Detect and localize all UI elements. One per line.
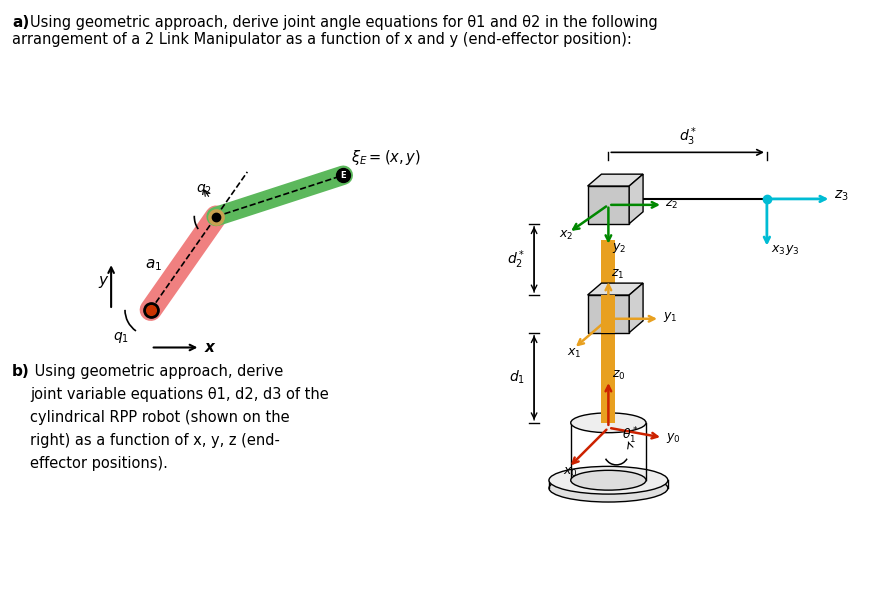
Text: arrangement of a 2 Link Manipulator as a function of x and y (end-effector posit: arrangement of a 2 Link Manipulator as a… (12, 32, 631, 48)
Text: $a_1$: $a_1$ (144, 257, 162, 273)
Text: $d_1$: $d_1$ (508, 369, 524, 386)
Text: Using geometric approach, derive
joint variable equations θ1, d2, d3 of the
cyli: Using geometric approach, derive joint v… (30, 365, 328, 471)
Ellipse shape (549, 474, 667, 502)
Text: $d_3^*$: $d_3^*$ (678, 126, 696, 148)
Text: $z_3$: $z_3$ (833, 189, 848, 203)
Bar (601, 295, 615, 333)
Text: $x_0$: $x_0$ (562, 466, 577, 479)
Text: $\xi_E = (x,y)$: $\xi_E = (x,y)$ (351, 148, 421, 167)
Ellipse shape (570, 471, 645, 490)
Text: $z_1$: $z_1$ (611, 268, 624, 282)
Text: Using geometric approach, derive joint angle equations for θ1 and θ2 in the foll: Using geometric approach, derive joint a… (30, 15, 657, 29)
Text: $y_2$: $y_2$ (612, 241, 626, 256)
Text: x: x (204, 340, 214, 355)
Bar (587, 186, 629, 224)
Text: $x_1$: $x_1$ (566, 346, 580, 359)
Polygon shape (629, 283, 643, 333)
Text: $x_3$: $x_3$ (770, 243, 785, 256)
Polygon shape (587, 174, 643, 186)
Text: $d_2^*$: $d_2^*$ (507, 248, 524, 270)
Text: a): a) (12, 15, 29, 29)
Text: b): b) (12, 365, 30, 379)
Polygon shape (629, 174, 643, 224)
Ellipse shape (549, 466, 667, 494)
Text: $z_0$: $z_0$ (612, 369, 625, 382)
Bar (587, 295, 629, 333)
Text: $y_1$: $y_1$ (662, 310, 677, 324)
Text: $x_2$: $x_2$ (558, 229, 572, 241)
Text: $y_3$: $y_3$ (784, 243, 798, 257)
Text: E: E (340, 171, 346, 180)
Polygon shape (587, 283, 643, 295)
Text: $q_1$: $q_1$ (113, 330, 129, 345)
Text: $y_0$: $y_0$ (666, 431, 680, 445)
Text: y: y (98, 273, 107, 287)
Text: $q_2$: $q_2$ (196, 182, 212, 197)
Text: $z_2$: $z_2$ (664, 198, 677, 211)
Bar (601, 240, 615, 423)
Text: $\theta_1^*$: $\theta_1^*$ (622, 426, 638, 446)
Ellipse shape (570, 413, 645, 433)
